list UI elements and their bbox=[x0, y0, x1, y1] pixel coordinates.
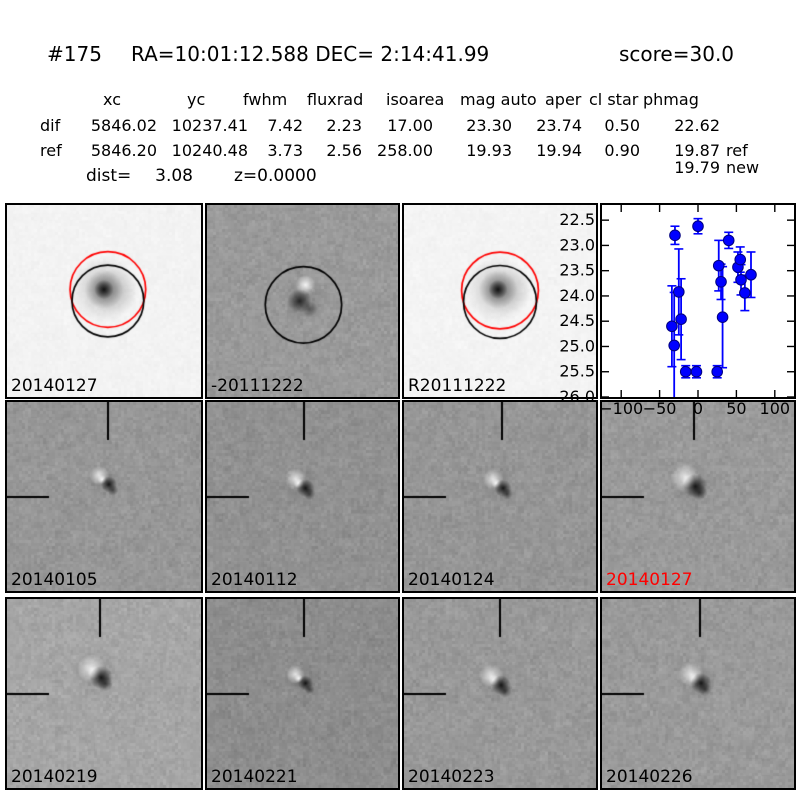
ref-aper: 19.94 bbox=[536, 141, 582, 160]
svg-text:23.5: 23.5 bbox=[559, 261, 595, 280]
new-phmag: 19.79 bbox=[674, 158, 720, 177]
col-header-xc: xc bbox=[103, 90, 121, 109]
cutout-panel-ref-20111222: R20111222 bbox=[402, 203, 598, 399]
cutout-panel-new-20140127: 20140127 bbox=[5, 203, 203, 399]
cutout-image bbox=[404, 402, 596, 591]
cutout-panel-20140219: 20140219 bbox=[5, 597, 203, 790]
ref-isoarea: 258.00 bbox=[377, 141, 433, 160]
col-header-yc: yc bbox=[187, 90, 206, 109]
dif-phmag: 22.62 bbox=[674, 116, 720, 135]
candidate-id: #175 bbox=[47, 42, 102, 66]
col-header-phmag: phmag bbox=[643, 90, 699, 109]
dif-mag-auto: 23.30 bbox=[466, 116, 512, 135]
svg-text:25.5: 25.5 bbox=[559, 362, 595, 381]
ref-phmag-suffix: ref bbox=[726, 141, 748, 160]
cutout-panel-20140127-detection: 20140127 bbox=[600, 400, 796, 593]
cutout-panel-diff-20111222: -20111222 bbox=[205, 203, 400, 399]
svg-text:24.0: 24.0 bbox=[559, 286, 595, 305]
dif-aper: 23.74 bbox=[536, 116, 582, 135]
svg-text:0: 0 bbox=[693, 399, 703, 418]
cutout-label: -20111222 bbox=[211, 376, 304, 396]
svg-text:25.0: 25.0 bbox=[559, 336, 595, 355]
ref-fluxrad: 2.56 bbox=[326, 141, 362, 160]
cutout-label: 20140105 bbox=[11, 570, 98, 590]
cutout-image bbox=[602, 599, 794, 788]
col-header-fwhm: fwhm bbox=[243, 90, 288, 109]
cutout-image bbox=[207, 599, 398, 788]
coordinates: RA=10:01:12.588 DEC= 2:14:41.99 bbox=[131, 42, 490, 66]
cutout-image bbox=[404, 205, 596, 397]
cutout-panel-20140226: 20140226 bbox=[600, 597, 796, 790]
svg-text:23.0: 23.0 bbox=[559, 235, 595, 254]
cutout-panel-20140112: 20140112 bbox=[205, 400, 400, 593]
cutout-image bbox=[404, 599, 596, 788]
dif-fluxrad: 2.23 bbox=[326, 116, 362, 135]
dif-yc: 10237.41 bbox=[171, 116, 248, 135]
row-label: ref bbox=[40, 141, 62, 160]
ref-cl-star: 0.90 bbox=[604, 141, 640, 160]
cutout-image bbox=[7, 599, 201, 788]
lightcurve-panel: −100 −50 0 50 100 22.5 23.0 23.5 24.0 24.5 25.0 25.… bbox=[559, 203, 796, 418]
cutout-label: 20140127 bbox=[606, 570, 693, 590]
cutout-label: 20140219 bbox=[11, 767, 98, 787]
cutout-label: R20111222 bbox=[408, 376, 507, 396]
col-header-aper: aper bbox=[545, 90, 582, 109]
cutout-panel-20140124: 20140124 bbox=[402, 400, 598, 593]
cutout-image bbox=[207, 205, 398, 397]
dist-label: dist= bbox=[86, 166, 132, 186]
svg-text:26.0: 26.0 bbox=[559, 387, 595, 406]
cutout-image bbox=[7, 402, 201, 591]
cutout-image bbox=[602, 402, 794, 591]
dif-fwhm: 7.42 bbox=[267, 116, 303, 135]
cutout-panel-20140221: 20140221 bbox=[205, 597, 400, 790]
col-header-isoarea: isoarea bbox=[386, 90, 445, 109]
ref-phmag: 19.87 bbox=[674, 141, 720, 160]
ref-mag-auto: 19.93 bbox=[466, 141, 512, 160]
svg-text:100: 100 bbox=[760, 399, 791, 418]
svg-text:50: 50 bbox=[726, 399, 746, 418]
col-header-cl-star: cl star bbox=[589, 90, 639, 109]
ref-fwhm: 3.73 bbox=[267, 141, 303, 160]
svg-text:−100: −100 bbox=[599, 399, 643, 418]
svg-text:24.5: 24.5 bbox=[559, 311, 595, 330]
cutout-label: 20140112 bbox=[211, 570, 298, 590]
score-value: score=30.0 bbox=[619, 42, 735, 66]
col-header-fluxrad: fluxrad bbox=[307, 90, 364, 109]
cutout-label: 20140221 bbox=[211, 767, 298, 787]
row-label: dif bbox=[40, 116, 61, 135]
ref-yc: 10240.48 bbox=[171, 141, 248, 160]
cutout-image bbox=[7, 205, 201, 397]
lightcurve-plot: −100 −50 0 50 100 22.5 23.0 23.5 24.0 24.5 25.0 25.… bbox=[559, 205, 794, 418]
cutout-label: 20140226 bbox=[606, 767, 693, 787]
dif-xc: 5846.02 bbox=[90, 116, 157, 135]
svg-text:−50: −50 bbox=[643, 399, 677, 418]
cutout-panel-20140105: 20140105 bbox=[5, 400, 203, 593]
new-phmag-suffix: new bbox=[726, 158, 760, 177]
dist-value: 3.08 bbox=[155, 166, 193, 186]
cutout-label: 20140124 bbox=[408, 570, 495, 590]
col-header-mag-auto: mag auto bbox=[460, 90, 537, 109]
cutout-image bbox=[207, 402, 398, 591]
ref-xc: 5846.20 bbox=[90, 141, 157, 160]
dif-isoarea: 17.00 bbox=[387, 116, 433, 135]
cutout-label: 20140127 bbox=[11, 376, 98, 396]
cutout-panel-20140223: 20140223 bbox=[402, 597, 598, 790]
redshift-value: z=0.0000 bbox=[234, 166, 317, 186]
svg-text:22.5: 22.5 bbox=[559, 210, 595, 229]
cutout-label: 20140223 bbox=[408, 767, 495, 787]
dif-cl-star: 0.50 bbox=[604, 116, 640, 135]
